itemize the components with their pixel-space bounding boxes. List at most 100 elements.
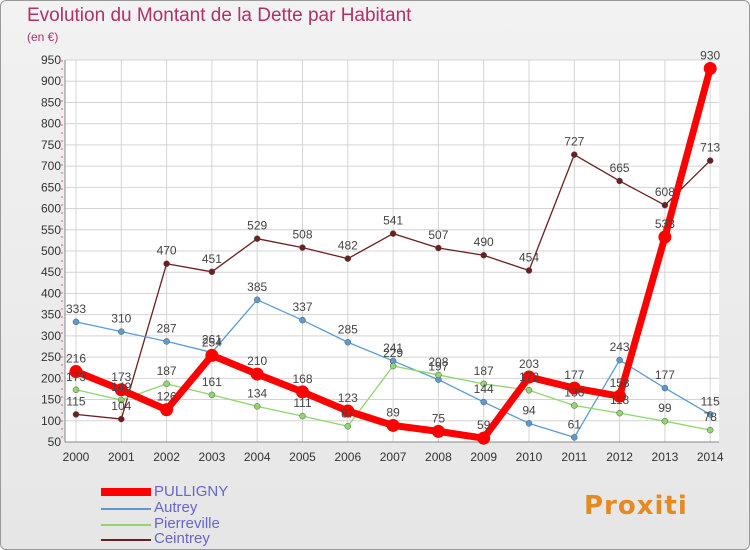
data-label-ceintrey: 541 [383, 214, 403, 228]
data-point-pulligny [567, 381, 581, 395]
data-label-autrey: 241 [383, 341, 403, 355]
data-point-pierreville [525, 386, 533, 394]
x-tick-label: 2002 [153, 450, 180, 464]
grid [65, 59, 719, 443]
y-tick-label: 100 [41, 414, 61, 428]
y-tick-label: 200 [41, 371, 61, 385]
legend-item-ceintrey[interactable]: Ceintrey [101, 530, 301, 548]
data-point-ceintrey [661, 201, 669, 209]
x-tick-label: 2010 [516, 450, 543, 464]
data-point-pierreville [616, 409, 623, 417]
data-label-autrey: 144 [474, 382, 494, 396]
y-tick-label: 450 [41, 265, 61, 279]
data-point-autrey [480, 398, 487, 406]
data-point-ceintrey [525, 267, 533, 274]
data-point-pierreville [253, 403, 261, 410]
y-tick-label: 600 [41, 202, 61, 216]
data-label-pulligny: 158 [610, 376, 630, 390]
data-label-pulligny: 533 [655, 217, 675, 231]
data-point-pierreville [344, 423, 352, 430]
data-point-autrey [706, 411, 714, 418]
y-tick-label: 850 [41, 95, 61, 109]
y-tick-label: 750 [41, 138, 61, 152]
x-tick-label: 2011 [561, 450, 587, 464]
data-point-autrey [72, 318, 80, 326]
data-label-pierreville: 187 [474, 364, 494, 378]
data-point-ceintrey [389, 230, 397, 237]
data-label-ceintrey: 727 [564, 135, 584, 149]
data-label-pulligny: 254 [202, 335, 222, 349]
data-label-pulligny: 89 [386, 405, 400, 419]
data-label-pierreville: 187 [157, 364, 177, 378]
data-label-autrey: 310 [111, 312, 131, 326]
y-tick-label: 900 [41, 74, 61, 88]
data-label-ceintrey: 507 [428, 228, 448, 242]
data-label-autrey: 337 [292, 300, 312, 314]
data-point-pierreville [299, 412, 306, 420]
data-label-pulligny: 210 [247, 354, 267, 368]
data-label-ceintrey: 490 [474, 235, 494, 249]
x-tick-label: 2004 [244, 450, 271, 464]
data-label-autrey: 243 [610, 340, 630, 354]
chart-title: Evolution du Montant de la Dette par Hab… [27, 5, 412, 26]
data-label-ceintrey: 665 [610, 161, 630, 175]
x-tick-label: 2014 [697, 450, 724, 464]
data-point-pierreville [571, 402, 578, 409]
data-point-pierreville [163, 380, 170, 388]
data-point-pulligny [205, 348, 219, 362]
data-point-autrey [253, 296, 261, 304]
data-label-autrey: 261 [202, 332, 222, 346]
data-label-pierreville: 229 [383, 346, 403, 360]
x-tick-label: 2005 [289, 450, 316, 464]
data-point-pierreville [389, 362, 397, 370]
legend-item-pulligny[interactable]: PULLIGNY [101, 483, 301, 501]
legend-label-pulligny: PULLIGNY [154, 483, 229, 500]
data-point-ceintrey [299, 244, 306, 251]
legend-swatch-autrey [101, 508, 151, 510]
data-label-autrey: 94 [522, 403, 536, 417]
y-tick-label: 150 [41, 393, 61, 407]
data-label-ceintrey: 451 [202, 252, 222, 266]
data-point-pierreville [435, 371, 442, 379]
data-label-pulligny: 930 [700, 48, 720, 62]
data-label-pierreville: 78 [704, 410, 718, 424]
data-label-autrey: 333 [66, 302, 86, 316]
data-label-autrey: 61 [568, 417, 582, 431]
data-point-ceintrey [616, 177, 623, 185]
data-label-ceintrey: 470 [157, 244, 177, 258]
data-point-ceintrey [480, 251, 487, 259]
x-tick-label: 2001 [108, 450, 135, 464]
legend-swatch-pulligny [101, 488, 151, 496]
data-point-ceintrey [706, 157, 714, 164]
legend-swatch-ceintrey [101, 539, 151, 541]
data-label-pierreville: 173 [66, 370, 86, 384]
data-point-pulligny [114, 383, 128, 397]
legend-item-pierreville[interactable]: Pierreville [101, 515, 301, 533]
data-label-pierreville: 111 [293, 396, 312, 410]
data-label-ceintrey: 713 [700, 141, 720, 155]
y-tick-label: 250 [41, 350, 61, 364]
data-label-ceintrey: 482 [338, 239, 358, 253]
data-label-pierreville: 118 [610, 393, 629, 407]
data-point-autrey [344, 339, 352, 346]
data-point-pulligny [250, 367, 264, 381]
y-tick-label: 300 [41, 329, 61, 343]
data-point-pulligny [613, 389, 627, 403]
data-label-pulligny: 173 [111, 370, 131, 384]
data-point-ceintrey [163, 260, 170, 267]
data-point-autrey [163, 338, 170, 345]
data-point-autrey [118, 328, 125, 335]
y-tick-label: 550 [41, 223, 61, 237]
legend-label-autrey: Autrey [154, 499, 198, 516]
data-point-pulligny [296, 385, 309, 399]
data-label-ceintrey: 508 [292, 228, 312, 242]
data-label-ceintrey: 104 [111, 399, 131, 413]
data-point-ceintrey [72, 411, 80, 418]
data-point-autrey [661, 384, 669, 392]
data-point-ceintrey [344, 255, 352, 262]
data-label-ceintrey: 529 [247, 219, 267, 233]
data-label-autrey: 287 [157, 321, 177, 335]
data-label-autrey: 177 [655, 368, 675, 382]
legend-item-autrey[interactable]: Autrey [101, 499, 301, 517]
